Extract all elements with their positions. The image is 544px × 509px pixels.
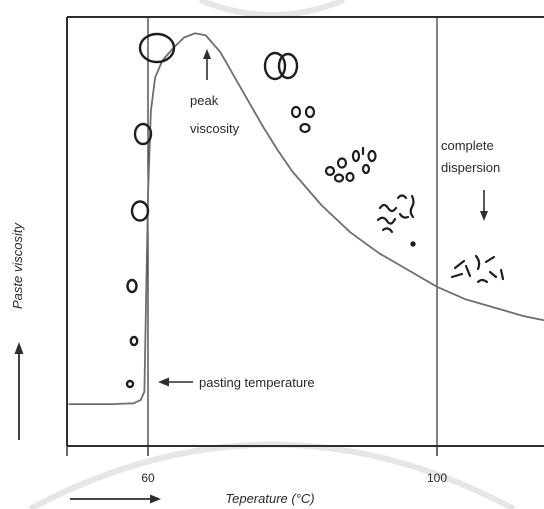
granule-dispersed xyxy=(450,254,505,284)
x-tick-marks xyxy=(66,446,438,456)
pasting-temperature-arrow xyxy=(158,377,193,387)
granule-fragments xyxy=(290,105,316,134)
pasting-temperature-label: pasting temperature xyxy=(199,375,315,390)
peak-viscosity-arrow xyxy=(203,49,211,80)
peak-viscosity-label-line2: viscosity xyxy=(190,121,240,136)
viscosity-curve xyxy=(68,32,544,405)
granule-medium xyxy=(130,200,150,222)
granule-tiny xyxy=(125,379,135,389)
y-axis-arrow xyxy=(14,342,24,440)
plot-frame xyxy=(66,16,544,447)
x-tick-label-100: 100 xyxy=(427,471,447,485)
watermark xyxy=(28,0,516,509)
peak-viscosity-label-line1: peak xyxy=(190,93,219,108)
complete-dispersion-label-line2: dispersion xyxy=(441,160,500,175)
x-axis-label: Teperature (°C) xyxy=(225,491,314,506)
granule-swollen xyxy=(138,32,176,64)
complete-dispersion-arrow xyxy=(480,190,488,221)
granule-large xyxy=(133,122,153,146)
complete-dispersion-label-line1: complete xyxy=(441,138,494,153)
granule-medium-small xyxy=(126,278,138,294)
granule-strands xyxy=(376,194,416,247)
granule-dispersing xyxy=(324,146,377,183)
y-axis-label: Paste viscosity xyxy=(10,222,25,309)
x-axis-arrow xyxy=(70,494,161,504)
starch-granule-stages xyxy=(125,32,505,389)
granule-splitting xyxy=(263,51,299,81)
x-tick-label-60: 60 xyxy=(141,471,155,485)
granule-small xyxy=(129,335,139,347)
